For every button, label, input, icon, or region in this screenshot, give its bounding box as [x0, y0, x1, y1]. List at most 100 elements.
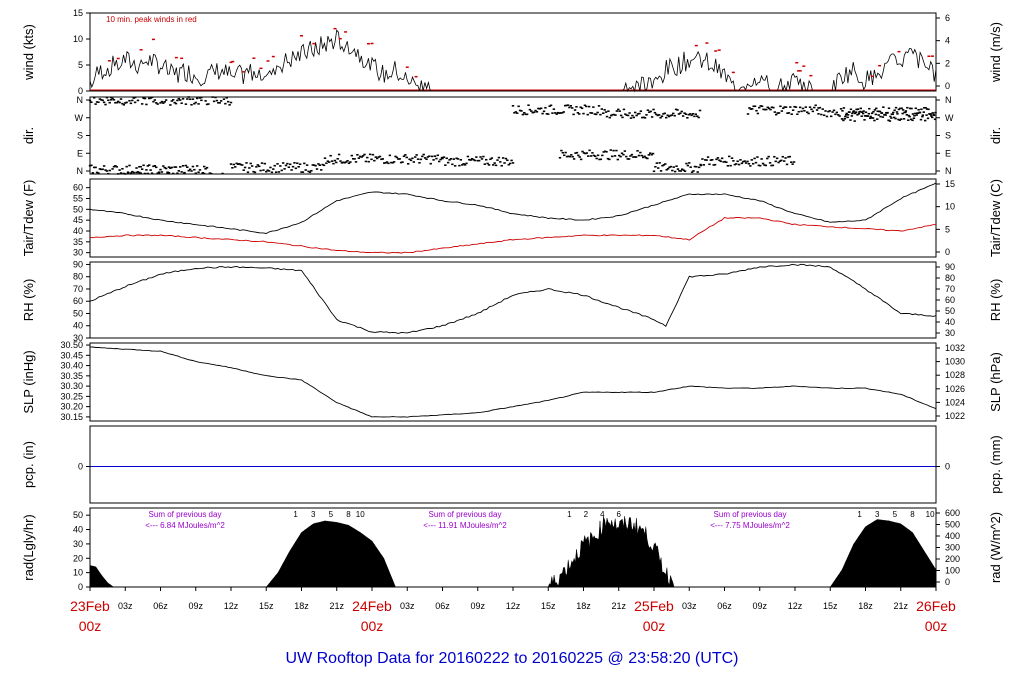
y-tick-label-right: W	[945, 113, 954, 123]
radiation-hour-mark: 4	[600, 510, 605, 519]
x-hour-label: 03z	[118, 601, 133, 611]
radiation-area	[829, 519, 937, 588]
y-axis-label-right: SLP (hPa)	[988, 352, 1003, 412]
x-day-sub-label: 00z	[79, 618, 102, 634]
y-tick-label-right: E	[945, 148, 951, 158]
y-tick-label-left: 35	[73, 237, 83, 247]
x-hour-label: 09z	[752, 601, 767, 611]
series-line-1	[89, 263, 937, 334]
x-hour-label: 21z	[329, 601, 344, 611]
x-hour-label: 03z	[682, 601, 697, 611]
y-tick-label-left: E	[77, 148, 83, 158]
y-tick-label-right: 40	[945, 317, 955, 327]
y-tick-label-left: 55	[73, 194, 83, 204]
y-tick-label-right: S	[945, 131, 951, 141]
y-tick-label-left: 30	[73, 539, 83, 549]
y-axis-label-left: Tair/Tdew (F)	[21, 180, 36, 257]
y-tick-label-left: 60	[73, 296, 83, 306]
wind-speed-line	[89, 29, 937, 93]
x-hour-label: 12z	[224, 601, 239, 611]
x-day-sub-label: 00z	[925, 618, 948, 634]
y-tick-label-left: 50	[73, 510, 83, 520]
y-tick-label-right: 15	[945, 179, 955, 189]
radiation-hour-mark: 3	[875, 510, 880, 519]
y-tick-label-right: 90	[945, 262, 955, 272]
y-tick-label-left: 50	[73, 204, 83, 214]
y-axis-label-right: RH (%)	[988, 279, 1003, 322]
y-axis-label-right: dir.	[988, 127, 1003, 144]
y-tick-label-left: 10	[73, 34, 83, 44]
series-line-2	[89, 216, 937, 254]
x-hour-label: 06z	[153, 601, 168, 611]
radiation-hour-mark: 1	[567, 510, 572, 519]
y-axis-label-left: rad(Lgly/hr)	[21, 514, 36, 580]
series-line-1	[89, 182, 937, 234]
radiation-hour-mark: 8	[346, 510, 351, 519]
y-tick-label-left: 30.25	[60, 391, 83, 401]
x-day-label: 25Feb	[634, 598, 674, 614]
panel-frame	[89, 425, 937, 504]
y-tick-label-left: 15	[73, 8, 83, 18]
x-hour-label: 15z	[823, 601, 838, 611]
y-tick-label-right: 500	[945, 520, 960, 530]
y-tick-label-right: 600	[945, 508, 960, 518]
time-axis: 23Feb 00z 03z 06z 09z 12z 15z 18z 21z 24Feb 00z 03z…	[70, 587, 956, 634]
series-line-1	[89, 346, 937, 418]
y-axis-label-left: SLP (inHg)	[21, 350, 36, 413]
y-tick-label-left: 20	[73, 553, 83, 563]
y-tick-label-left: N	[77, 95, 84, 105]
y-tick-label-right: 1032	[945, 343, 965, 353]
radiation-hour-mark: 8	[910, 510, 915, 519]
y-tick-label-left: 45	[73, 215, 83, 225]
y-tick-label-left: 40	[73, 226, 83, 236]
y-tick-label-left: 30	[73, 333, 83, 343]
y-axis-label-left: RH (%)	[21, 279, 36, 322]
y-tick-label-left: 10	[73, 568, 83, 578]
y-tick-label-left: 60	[73, 183, 83, 193]
y-tick-label-left: N	[77, 166, 84, 176]
radiation-hour-mark: 1	[293, 510, 298, 519]
x-hour-label: 15z	[259, 601, 274, 611]
y-tick-label-left: 30.45	[60, 350, 83, 360]
x-hour-label: 12z	[506, 601, 521, 611]
radiation-sum-label: Sum of previous day	[429, 510, 502, 519]
y-tick-label-right: 1030	[945, 357, 965, 367]
radiation-hour-mark: 1	[857, 510, 862, 519]
y-tick-label-left: 0	[78, 86, 83, 96]
y-tick-label-left: 0	[78, 462, 83, 472]
y-tick-label-left: 30.40	[60, 361, 83, 371]
y-tick-label-right: 30	[945, 328, 955, 338]
y-tick-label-right: 70	[945, 284, 955, 294]
y-tick-label-right: 1022	[945, 411, 965, 421]
radiation-hour-mark: 10	[926, 510, 935, 519]
radiation-hour-mark: 5	[329, 510, 334, 519]
x-hour-label: 18z	[858, 601, 873, 611]
y-tick-label-left: 0	[78, 582, 83, 592]
y-tick-label-left: 30	[73, 248, 83, 258]
y-tick-label-left: 80	[73, 272, 83, 282]
radiation-sum-value: <--- 6.84 MJoules/m^2	[145, 521, 225, 530]
x-hour-label: 15z	[541, 601, 556, 611]
panel-frame	[89, 12, 937, 92]
x-hour-label: 09z	[188, 601, 203, 611]
x-hour-label: 18z	[576, 601, 591, 611]
x-day-sub-label: 00z	[643, 618, 666, 634]
y-tick-label-right: 6	[945, 13, 950, 23]
y-tick-label-left: S	[77, 131, 83, 141]
x-hour-label: 09z	[470, 601, 485, 611]
panel-frame	[89, 342, 937, 422]
y-axis-label-left: wind (kts)	[21, 24, 36, 81]
y-tick-label-right: 1024	[945, 397, 965, 407]
x-day-label: 23Feb	[70, 598, 110, 614]
panel-6: pcp. (in) pcp. (mm) 0 0	[21, 425, 1003, 504]
y-tick-label-right: 200	[945, 554, 960, 564]
radiation-hour-mark: 2	[584, 510, 589, 519]
y-tick-label-right: 0	[945, 462, 950, 472]
radiation-area	[547, 516, 678, 588]
y-axis-label-right: rad (W/m^2)	[988, 512, 1003, 583]
y-tick-label-right: 0	[945, 577, 950, 587]
y-tick-label-right: 100	[945, 566, 960, 576]
y-axis-label-right: Tair/Tdew (C)	[988, 179, 1003, 257]
